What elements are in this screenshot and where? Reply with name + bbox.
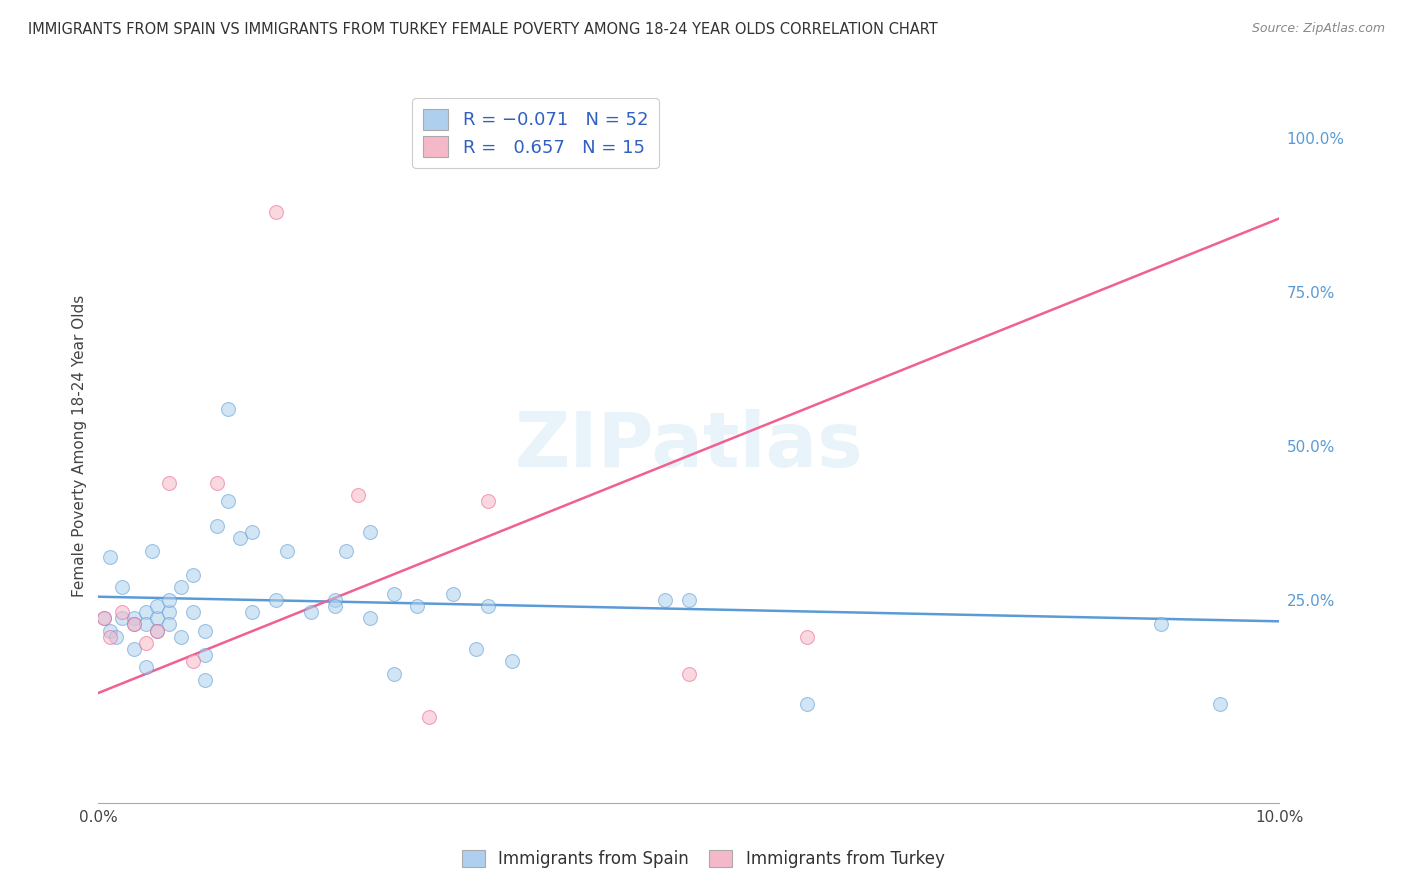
- Point: [382, 587, 405, 601]
- Point: [501, 654, 523, 668]
- Point: [1150, 617, 1173, 632]
- Point: [240, 525, 263, 540]
- Point: [170, 630, 193, 644]
- Point: [347, 488, 370, 502]
- Point: [1209, 698, 1232, 712]
- Point: [141, 543, 163, 558]
- Legend: R = −0.071   N = 52, R =   0.657   N = 15: R = −0.071 N = 52, R = 0.657 N = 15: [412, 98, 659, 168]
- Point: [135, 605, 157, 619]
- Point: [194, 673, 217, 687]
- Point: [122, 611, 145, 625]
- Point: [146, 611, 169, 625]
- Point: [441, 587, 464, 601]
- Point: [194, 624, 217, 638]
- Point: [359, 611, 381, 625]
- Point: [111, 581, 134, 595]
- Point: [181, 568, 204, 582]
- Point: [359, 525, 381, 540]
- Text: IMMIGRANTS FROM SPAIN VS IMMIGRANTS FROM TURKEY FEMALE POVERTY AMONG 18-24 YEAR : IMMIGRANTS FROM SPAIN VS IMMIGRANTS FROM…: [28, 22, 938, 37]
- Point: [194, 648, 217, 662]
- Point: [205, 519, 228, 533]
- Point: [181, 605, 204, 619]
- Point: [323, 592, 346, 607]
- Point: [181, 654, 204, 668]
- Point: [418, 709, 440, 723]
- Point: [264, 592, 287, 607]
- Point: [654, 592, 676, 607]
- Point: [678, 666, 700, 681]
- Point: [217, 494, 239, 508]
- Point: [122, 617, 145, 632]
- Point: [276, 543, 298, 558]
- Point: [98, 630, 121, 644]
- Point: [335, 543, 357, 558]
- Point: [477, 599, 499, 613]
- Point: [796, 630, 818, 644]
- Point: [135, 660, 157, 674]
- Point: [299, 605, 322, 619]
- Point: [170, 581, 193, 595]
- Point: [323, 599, 346, 613]
- Point: [93, 611, 115, 625]
- Point: [217, 402, 239, 417]
- Point: [229, 531, 252, 545]
- Point: [146, 599, 169, 613]
- Point: [135, 636, 157, 650]
- Point: [264, 205, 287, 219]
- Point: [98, 624, 121, 638]
- Point: [122, 642, 145, 657]
- Point: [477, 494, 499, 508]
- Point: [105, 630, 128, 644]
- Point: [146, 624, 169, 638]
- Point: [135, 617, 157, 632]
- Point: [465, 642, 488, 657]
- Point: [93, 611, 115, 625]
- Point: [111, 605, 134, 619]
- Point: [205, 475, 228, 490]
- Point: [98, 549, 121, 564]
- Point: [157, 475, 180, 490]
- Text: ZIPatlas: ZIPatlas: [515, 409, 863, 483]
- Point: [240, 605, 263, 619]
- Point: [122, 617, 145, 632]
- Point: [406, 599, 429, 613]
- Point: [157, 617, 180, 632]
- Text: Source: ZipAtlas.com: Source: ZipAtlas.com: [1251, 22, 1385, 36]
- Point: [146, 624, 169, 638]
- Point: [678, 592, 700, 607]
- Point: [111, 611, 134, 625]
- Y-axis label: Female Poverty Among 18-24 Year Olds: Female Poverty Among 18-24 Year Olds: [72, 295, 87, 597]
- Point: [157, 592, 180, 607]
- Point: [796, 698, 818, 712]
- Point: [382, 666, 405, 681]
- Legend: Immigrants from Spain, Immigrants from Turkey: Immigrants from Spain, Immigrants from T…: [456, 843, 950, 875]
- Point: [157, 605, 180, 619]
